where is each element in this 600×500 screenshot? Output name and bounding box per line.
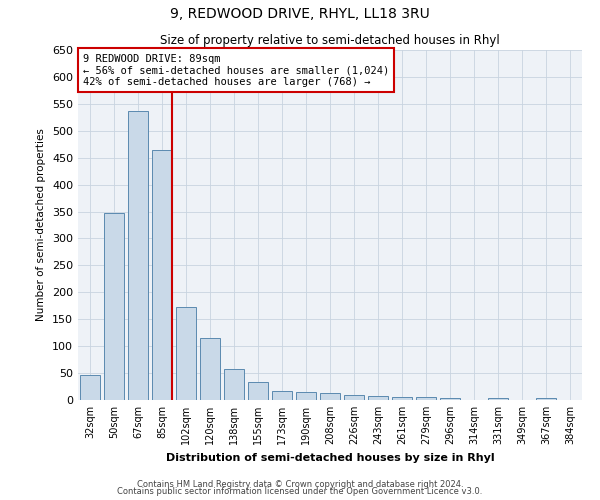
X-axis label: Distribution of semi-detached houses by size in Rhyl: Distribution of semi-detached houses by … bbox=[166, 452, 494, 462]
Text: Contains public sector information licensed under the Open Government Licence v3: Contains public sector information licen… bbox=[118, 487, 482, 496]
Bar bbox=[104, 212, 124, 400]
Bar bbox=[440, 398, 460, 400]
Title: Size of property relative to semi-detached houses in Rhyl: Size of property relative to semi-detach… bbox=[160, 34, 500, 48]
Bar bbox=[488, 398, 508, 400]
Text: Contains HM Land Registry data © Crown copyright and database right 2024.: Contains HM Land Registry data © Crown c… bbox=[137, 480, 463, 489]
Bar bbox=[152, 150, 172, 400]
Bar bbox=[296, 392, 316, 400]
Y-axis label: Number of semi-detached properties: Number of semi-detached properties bbox=[37, 128, 46, 322]
Bar bbox=[200, 338, 220, 400]
Bar bbox=[176, 307, 196, 400]
Bar bbox=[536, 398, 556, 400]
Bar bbox=[248, 382, 268, 400]
Text: 9 REDWOOD DRIVE: 89sqm
← 56% of semi-detached houses are smaller (1,024)
42% of : 9 REDWOOD DRIVE: 89sqm ← 56% of semi-det… bbox=[83, 54, 389, 86]
Bar bbox=[224, 370, 244, 400]
Bar bbox=[344, 394, 364, 400]
Bar bbox=[368, 396, 388, 400]
Text: 9, REDWOOD DRIVE, RHYL, LL18 3RU: 9, REDWOOD DRIVE, RHYL, LL18 3RU bbox=[170, 8, 430, 22]
Bar bbox=[416, 398, 436, 400]
Bar bbox=[128, 112, 148, 400]
Bar bbox=[80, 375, 100, 400]
Bar bbox=[392, 397, 412, 400]
Bar bbox=[272, 392, 292, 400]
Bar bbox=[320, 393, 340, 400]
